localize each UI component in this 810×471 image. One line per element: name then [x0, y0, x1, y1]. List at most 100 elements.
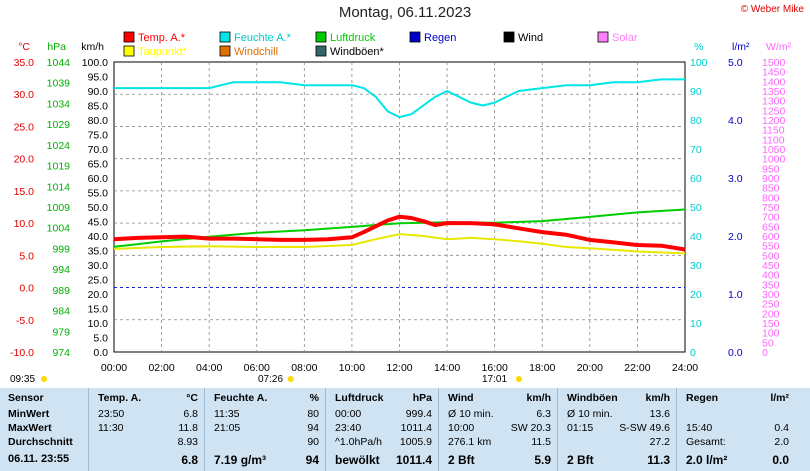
y-tick-label-right: 1.0 — [728, 289, 743, 301]
y-tick-label-left: 1034 — [47, 98, 71, 110]
y-tick-label-left: 80.0 — [88, 115, 109, 127]
table-cell: MinWert — [8, 408, 50, 420]
y-tick-label-right: 1100 — [762, 134, 785, 146]
table-cell: 23:50 — [98, 408, 125, 420]
table-header-row: Sensor — [4, 392, 84, 406]
y-tick-label-right: 1150 — [762, 125, 785, 137]
moon-rise-time: 09:35 — [10, 374, 35, 385]
table-cell: hPa — [412, 392, 432, 404]
y-tick-label-right: 650 — [762, 221, 780, 233]
table-cell: Feuchte A. — [214, 392, 268, 404]
series-line-hum — [114, 78, 685, 119]
y-tick-label-left: 85.0 — [88, 101, 109, 113]
y-tick-label-right: 30 — [690, 260, 702, 272]
y-tick-label-right: 100 — [762, 328, 780, 340]
y-tick-label-right: 150 — [762, 318, 780, 330]
y-tick-label-right: 1400 — [762, 76, 786, 88]
table-cell: 2.0 — [774, 436, 789, 448]
y-tick-label-left: 75.0 — [88, 130, 109, 142]
y-tick-label-left: 974 — [52, 347, 70, 359]
series-line-dew — [113, 233, 686, 255]
table-row — [680, 408, 791, 422]
y-tick-label-left: 5.0 — [19, 250, 34, 262]
x-tick-label: 08:00 — [291, 362, 317, 374]
y-tick-label-right: 800 — [762, 192, 780, 204]
table-cell: 21:05 — [214, 422, 241, 434]
x-tick-label: 24:00 — [672, 362, 698, 374]
y-tick-label-right: 10 — [690, 318, 702, 330]
y-tick-label-right: 500 — [762, 250, 780, 262]
table-row: Ø 10 min. 13.6 — [561, 408, 672, 422]
y-tick-label-left: 994 — [52, 264, 70, 276]
y-tick-label-left: 1024 — [47, 140, 71, 152]
table-row: 6.8 — [92, 453, 200, 467]
table-cell: 11:30 — [98, 422, 124, 434]
table-column: Sensor MinWert MaxWert Durchschnitt 06.11. 2… — [0, 388, 88, 471]
y-tick-label-left: 1009 — [47, 202, 71, 214]
y-tick-label-left: 45.0 — [88, 217, 109, 229]
table-header-row: Temp. A. °C — [92, 392, 200, 406]
table-cell: 94 — [305, 453, 319, 467]
y-tick-label-right: 70 — [690, 144, 702, 156]
table-row: 8.93 — [92, 436, 200, 450]
table-cell: 276.1 km — [448, 436, 492, 448]
table-row: ^1.0hPa/h 1005.9 — [329, 436, 434, 450]
table-column: Temp. A. °C 23:50 6.8 11:30 11.8 8.93 6.8 — [88, 388, 204, 471]
y-tick-label-right: 1300 — [762, 96, 786, 108]
y-tick-label-right: 100 — [690, 57, 708, 69]
table-cell: 11.3 — [647, 453, 670, 467]
table-cell: Gesamt: — [686, 436, 726, 448]
legend-swatch — [409, 31, 421, 43]
y-tick-label-left: 35.0 — [88, 246, 109, 258]
table-cell: 06.11. 23:55 — [8, 453, 70, 465]
x-tick-label: 12:00 — [386, 362, 412, 374]
table-cell: S-SW 49.6 — [619, 422, 670, 434]
table-cell: ^1.0hPa/h — [335, 436, 382, 448]
y-tick-label-left: 95.0 — [88, 72, 109, 84]
table-cell: SW 20.3 — [510, 422, 551, 434]
table-row: MinWert — [4, 408, 84, 422]
table-row: 23:50 6.8 — [92, 408, 200, 422]
y-tick-label-right: 400 — [762, 270, 780, 282]
table-cell: bewölkt — [335, 453, 380, 467]
y-tick-label-left: 15.0 — [14, 186, 35, 198]
y-tick-label-left: 1004 — [47, 223, 71, 235]
legend-label: Windböen* — [330, 46, 385, 58]
y-tick-label-right: 0 — [690, 347, 696, 359]
table-cell: 1011.4 — [400, 422, 432, 434]
y-tick-label-right: 1000 — [762, 154, 786, 166]
y-tick-label-left: 30.0 — [88, 260, 109, 272]
y-tick-label-left: 5.0 — [93, 333, 108, 345]
table-cell: 6.8 — [183, 408, 198, 420]
y-tick-label-right: 850 — [762, 183, 780, 195]
legend-swatch — [315, 31, 327, 43]
table-header-row: Feuchte A.% — [208, 392, 321, 406]
x-tick-label: 14:00 — [434, 362, 460, 374]
table-cell: Windböen — [567, 392, 618, 404]
y-tick-label-right: 50 — [690, 202, 702, 214]
y-tick-label-right: 1500 — [762, 57, 786, 69]
y-tick-label-right: 550 — [762, 241, 780, 253]
table-row: 23:40 1011.4 — [329, 422, 434, 436]
table-cell: % — [309, 392, 319, 404]
series-line-temp — [113, 214, 686, 252]
legend-label: Solar — [612, 32, 638, 44]
y-axis-unit-left: °C — [18, 41, 30, 53]
table-cell: 0.4 — [774, 422, 789, 434]
table-cell: 1005.9 — [399, 436, 432, 448]
y-tick-label-left: 35.0 — [14, 57, 35, 69]
x-tick-label: 02:00 — [148, 362, 174, 374]
y-tick-label-left: -10.0 — [10, 347, 34, 359]
table-cell: 6.8 — [181, 453, 198, 467]
x-tick-label: 06:00 — [244, 362, 270, 374]
y-tick-label-right: 350 — [762, 279, 780, 291]
y-tick-label-left: 90.0 — [88, 86, 109, 98]
sunrise-icon — [287, 376, 294, 382]
table-cell: 01:15 — [567, 422, 594, 434]
table-row: 276.1 km 11.5 — [442, 436, 553, 450]
table-row: bewölkt 1011.4 — [329, 453, 434, 467]
legend-swatch — [123, 45, 135, 57]
table-cell: 999.4 — [405, 408, 432, 420]
y-tick-label-left: 979 — [52, 326, 70, 338]
table-column-separator — [325, 388, 326, 471]
